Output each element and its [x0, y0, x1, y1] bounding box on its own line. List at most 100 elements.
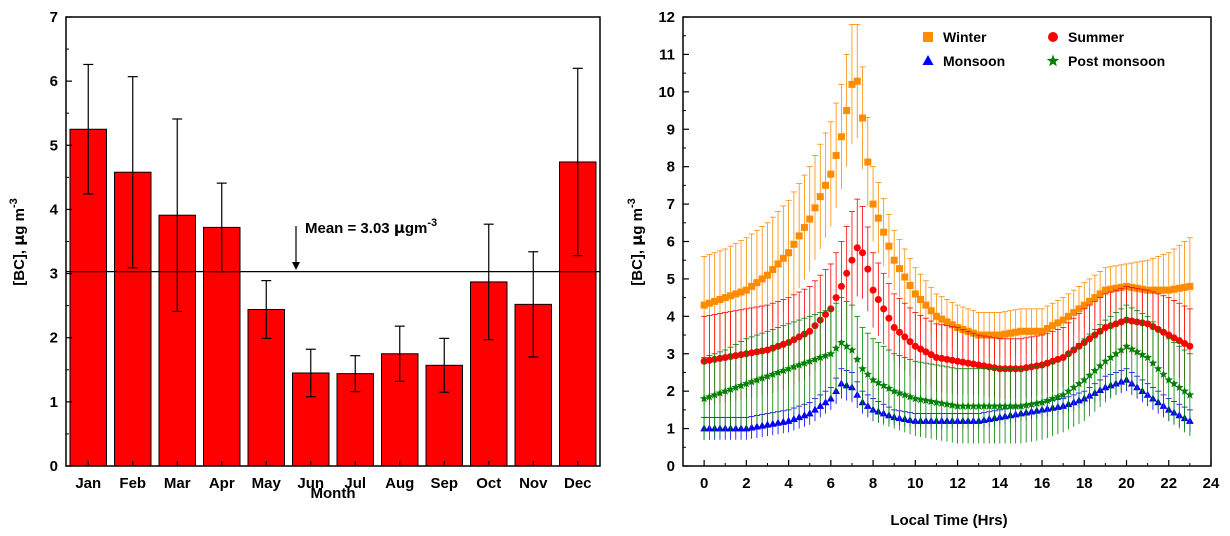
point-winter — [1054, 319, 1062, 327]
point-post-monsoon — [784, 364, 793, 373]
point-summer — [1181, 339, 1189, 347]
point-post-monsoon — [889, 386, 899, 395]
point-post-monsoon — [752, 375, 762, 384]
x-axis: Jan Feb Mar Apr May Jun Jul Aug Sep Oct Nov Dec — [75, 461, 592, 492]
point-winter — [1043, 324, 1051, 332]
point-winter — [911, 290, 919, 298]
legend-marker-winter — [923, 32, 933, 42]
point-winter — [1159, 286, 1167, 294]
point-summer — [959, 358, 967, 366]
point-post-monsoon — [879, 381, 888, 390]
point-summer — [895, 328, 903, 336]
point-winter — [774, 260, 782, 268]
point-summer — [885, 314, 893, 322]
point-winter — [890, 256, 898, 264]
point-post-monsoon — [805, 356, 814, 365]
point-post-monsoon — [1164, 375, 1174, 384]
point-post-monsoon — [995, 401, 1005, 410]
y-tick-label: 3 — [50, 266, 58, 283]
point-post-monsoon — [794, 360, 804, 369]
point-summer — [832, 294, 840, 302]
monthly-bc-bar-chart: Mean = 3.03 μgm-3 0 1 2 3 4 5 6 7 Jan Feb Mar Apr M… — [8, 9, 601, 502]
x-tick-label: Feb — [119, 475, 146, 492]
y-tick-label: 2 — [667, 383, 675, 400]
point-winter — [790, 240, 798, 248]
point-winter — [711, 297, 719, 305]
legend-marker-post-monsoon — [1046, 54, 1060, 67]
point-winter — [1086, 297, 1094, 305]
y-tick-label: 10 — [658, 84, 675, 101]
point-winter — [1170, 285, 1178, 293]
point-summer — [922, 348, 930, 356]
point-summer — [948, 356, 956, 364]
mean-arrow — [292, 226, 300, 270]
point-winter — [1091, 294, 1099, 302]
point-summer — [927, 351, 935, 359]
x-tick-label: 20 — [1118, 475, 1135, 492]
point-winter — [742, 286, 750, 294]
legend-item-post-monsoon: Post monsoon — [1046, 53, 1165, 69]
point-post-monsoon — [1116, 345, 1126, 354]
point-post-monsoon — [900, 390, 910, 399]
point-post-monsoon — [1027, 399, 1036, 408]
point-winter — [938, 315, 946, 323]
point-winter — [1012, 328, 1020, 336]
point-post-monsoon — [710, 390, 719, 399]
point-winter — [1038, 327, 1046, 335]
error-bar-jan — [83, 63, 94, 195]
point-winter — [1101, 286, 1109, 294]
legend: Winter Summer Monsoon Post monsoon — [922, 29, 1165, 69]
point-winter — [758, 275, 766, 283]
y-tick-label: 2 — [50, 330, 58, 347]
x-axis-label-right: Local Time (Hrs) — [890, 512, 1007, 529]
point-post-monsoon — [932, 397, 941, 407]
point-post-monsoon — [916, 395, 925, 404]
y-tick-label: 4 — [50, 201, 59, 218]
point-post-monsoon — [837, 338, 846, 347]
point-post-monsoon — [1159, 369, 1168, 378]
x-tick-label: Sep — [430, 475, 458, 492]
point-winter — [1075, 305, 1083, 313]
point-summer — [853, 244, 861, 252]
point-post-monsoon — [858, 364, 867, 373]
point-winter — [906, 281, 914, 289]
point-post-monsoon — [1064, 386, 1073, 395]
point-winter — [1070, 309, 1078, 317]
point-winter — [980, 331, 988, 339]
point-winter — [1181, 283, 1189, 291]
point-post-monsoon — [1180, 386, 1189, 395]
point-post-monsoon — [874, 378, 883, 387]
x-tick-label: 16 — [1034, 475, 1051, 492]
point-post-monsoon — [1090, 366, 1100, 375]
legend-item-monsoon: Monsoon — [922, 53, 1005, 69]
legend-label: Winter — [943, 29, 987, 45]
point-post-monsoon — [1053, 392, 1063, 401]
point-winter — [769, 266, 777, 274]
point-winter — [1080, 301, 1088, 309]
point-post-monsoon — [1106, 352, 1115, 362]
x-tick-label: 8 — [869, 475, 877, 492]
point-post-monsoon — [990, 401, 999, 410]
point-post-monsoon — [1095, 361, 1105, 370]
point-post-monsoon — [979, 401, 989, 410]
point-post-monsoon — [726, 384, 735, 393]
point-post-monsoon — [1048, 394, 1057, 403]
point-winter — [843, 107, 851, 115]
x-axis-label: Month — [311, 485, 356, 502]
x-tick-label: 4 — [784, 475, 793, 492]
point-winter — [1117, 283, 1125, 291]
x-tick-label: 18 — [1076, 475, 1093, 492]
point-summer — [964, 359, 972, 367]
point-winter — [811, 204, 819, 212]
point-post-monsoon — [937, 398, 946, 407]
point-summer — [859, 249, 867, 257]
point-winter — [1064, 312, 1072, 320]
y-axis-label: [BC], μg m-3 — [8, 198, 28, 286]
legend-item-summer: Summer — [1048, 29, 1125, 45]
point-monsoon — [795, 413, 804, 421]
point-post-monsoon — [1058, 390, 1068, 399]
x-tick-label: 0 — [700, 475, 708, 492]
point-post-monsoon — [1169, 379, 1179, 388]
